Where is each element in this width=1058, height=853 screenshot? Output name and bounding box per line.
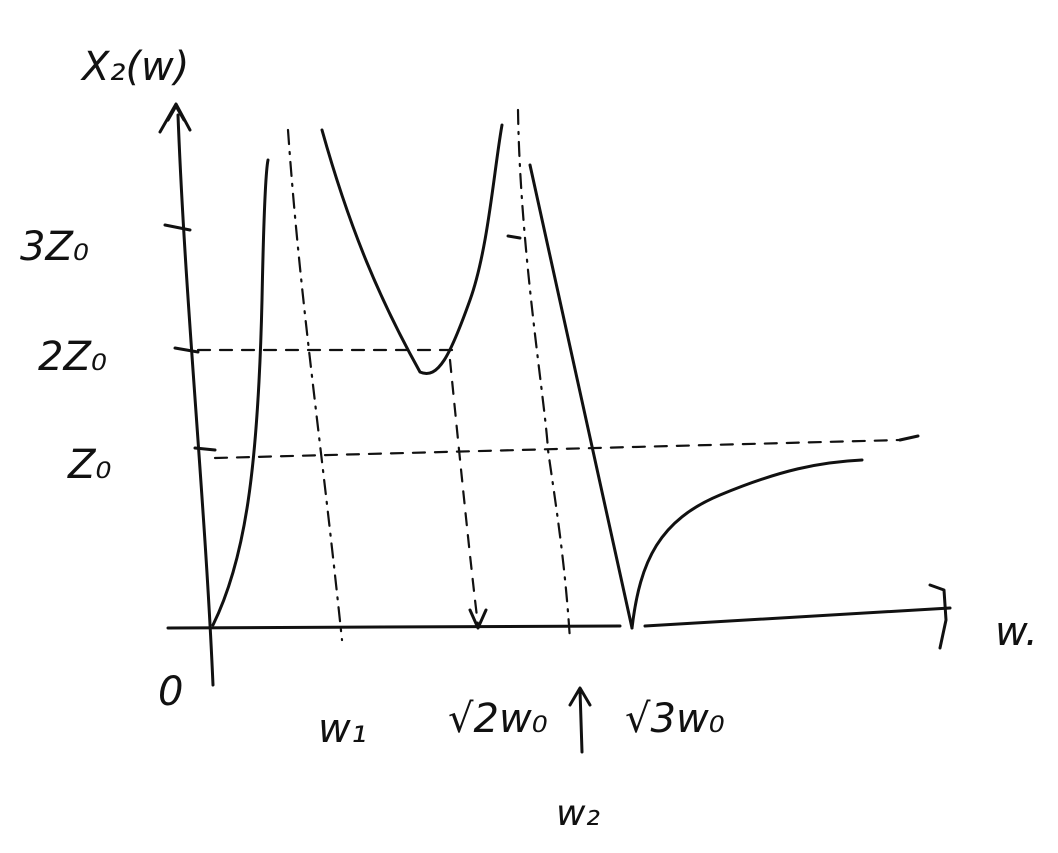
x-tick-label-w1: w₁ (318, 706, 367, 752)
asymptote-w2-tick (506, 234, 522, 240)
dropline-sqrt2w0 (448, 358, 480, 627)
y-tick-label-3z0: 3Z₀ (20, 224, 89, 270)
x-tick-label-sqrt2w0: √2w₀ (448, 696, 548, 742)
y-axis-arrowhead (158, 102, 192, 134)
y-tick-label-z0: Z₀ (67, 442, 111, 488)
curve-branch-4 (630, 458, 864, 630)
y-tick-2z0 (173, 346, 200, 354)
curve-branch-1 (211, 158, 270, 627)
y-axis-label: X₂(w) (80, 44, 189, 90)
x-tick-label-sqrt3w0: √3w₀ (625, 696, 725, 742)
y-tick-z0 (193, 446, 217, 452)
y-axis (176, 113, 215, 687)
reference-line-z0 (213, 438, 902, 460)
origin-label: 0 (158, 669, 183, 715)
asymptote-w1 (286, 128, 344, 642)
dropline-sqrt2w0-arrow (468, 608, 488, 630)
x-axis (166, 606, 952, 630)
reference-line-z0-tail (898, 434, 920, 442)
curve-branch-2 (320, 123, 504, 375)
y-tick-label-2z0: 2Z₀ (38, 334, 107, 380)
x-axis-end-bracket (928, 583, 948, 650)
w2-pointer-arrow (568, 686, 592, 754)
w2-label: w₂ (556, 793, 600, 834)
x-axis-label: w. (995, 609, 1038, 655)
y-tick-3z0 (163, 223, 192, 232)
curve-branch-3 (528, 163, 634, 630)
asymptote-w2 (516, 108, 572, 642)
